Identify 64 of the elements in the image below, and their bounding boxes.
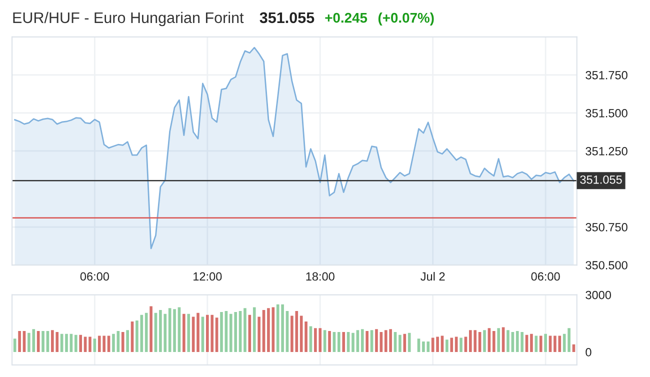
y-tick-label: 351.250	[586, 147, 628, 156]
bar	[342, 332, 346, 352]
bar	[187, 314, 190, 352]
x-tick-label: 06:00	[80, 272, 109, 281]
bar	[360, 329, 364, 352]
bar	[446, 340, 448, 352]
bar	[173, 309, 176, 352]
bar	[398, 334, 402, 352]
bar	[150, 306, 152, 352]
bar	[454, 336, 458, 352]
bar	[88, 336, 92, 352]
text: (+0.07%)	[378, 12, 434, 26]
x-tick-label: 06:00	[531, 272, 560, 281]
y-tick-label: 351.750	[586, 70, 628, 80]
bar	[18, 331, 21, 352]
text: 351.055	[260, 12, 314, 24]
bar	[497, 328, 500, 352]
bar	[144, 312, 148, 352]
bar	[375, 329, 378, 352]
bar	[492, 331, 496, 352]
bar	[450, 338, 454, 352]
bar	[483, 330, 486, 352]
bar	[74, 334, 78, 352]
ref-line-label: 351.055	[580, 175, 622, 184]
bar	[93, 338, 96, 352]
bar	[539, 336, 542, 352]
bar	[258, 316, 260, 352]
bar	[530, 334, 533, 352]
y-tick-label: 0	[586, 348, 592, 356]
bar	[460, 338, 462, 352]
bar	[121, 332, 124, 352]
bar	[220, 312, 223, 352]
bar	[42, 331, 44, 352]
bar	[488, 328, 491, 352]
x-tick-label: 18:00	[306, 272, 334, 281]
bar	[408, 332, 411, 352]
x-tick-label: 12:00	[194, 272, 222, 281]
chart-title: EUR/HUF - Euro Hungarian Forint	[13, 12, 244, 26]
x-tick-label: Jul 2	[420, 272, 445, 281]
bar	[544, 334, 547, 352]
bar	[182, 314, 186, 352]
y-tick-label: 350.500	[586, 261, 628, 270]
y-tick-label: 350.750	[586, 223, 628, 232]
bar	[338, 332, 340, 352]
bar	[84, 336, 87, 352]
bar	[328, 331, 331, 352]
bar	[417, 338, 420, 352]
bar	[252, 307, 256, 352]
y-tick-label: 3000	[586, 290, 612, 300]
bar	[464, 336, 468, 352]
bar	[304, 321, 308, 352]
bar	[112, 334, 115, 352]
y-tick-label: 351.500	[586, 109, 628, 118]
bar	[366, 331, 368, 352]
bar	[196, 312, 200, 352]
bar	[13, 338, 16, 352]
bar	[126, 330, 129, 352]
bar	[244, 308, 246, 352]
bar	[502, 327, 505, 352]
bar	[352, 332, 354, 352]
bar	[65, 334, 68, 352]
text: +0.245	[325, 12, 368, 23]
bar	[79, 334, 82, 352]
bar	[506, 330, 510, 352]
